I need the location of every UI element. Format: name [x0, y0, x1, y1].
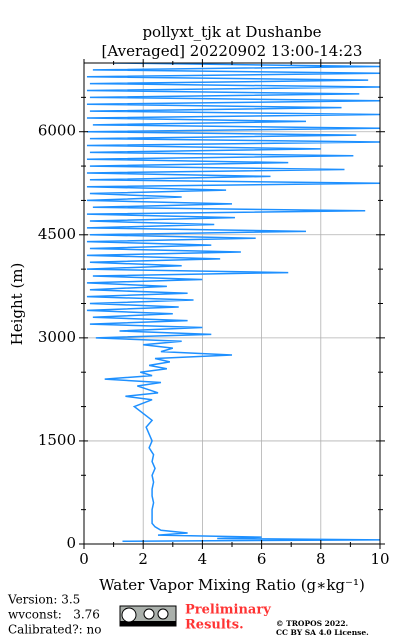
copyright: © TROPOS 2022. — [276, 619, 348, 628]
y-tick-label: 6000 — [38, 122, 76, 140]
y-axis-label: Height (m) — [8, 263, 26, 346]
x-tick-label: 8 — [316, 550, 326, 568]
x-axis-label: Water Vapor Mixing Ratio (g∗kg⁻¹) — [99, 576, 365, 594]
chart-subtitle: [Averaged] 20220902 13:00-14:23 — [102, 42, 363, 60]
copyright: CC BY SA 4.0 License. — [276, 628, 369, 637]
preliminary-note: Results. — [185, 618, 244, 633]
wvconst: wvconst: 3.76 — [8, 608, 100, 622]
y-tick-label: 3000 — [38, 328, 76, 346]
y-tick-label: 0 — [66, 534, 76, 552]
x-tick-label: 2 — [138, 550, 148, 568]
license-badge — [119, 605, 177, 627]
chart-title: pollyxt_tjk at Dushanbe — [142, 23, 321, 41]
x-tick-label: 10 — [370, 550, 389, 568]
x-tick-label: 6 — [257, 550, 267, 568]
x-tick-label: 0 — [79, 550, 89, 568]
calibrated: Calibrated?: no — [8, 623, 101, 637]
profile-line — [86, 63, 380, 542]
preliminary-note: Preliminary — [185, 603, 271, 618]
y-tick-label: 1500 — [38, 431, 76, 449]
x-tick-label: 4 — [198, 550, 208, 568]
version: Version: 3.5 — [7, 593, 80, 607]
y-tick-label: 4500 — [38, 225, 76, 243]
